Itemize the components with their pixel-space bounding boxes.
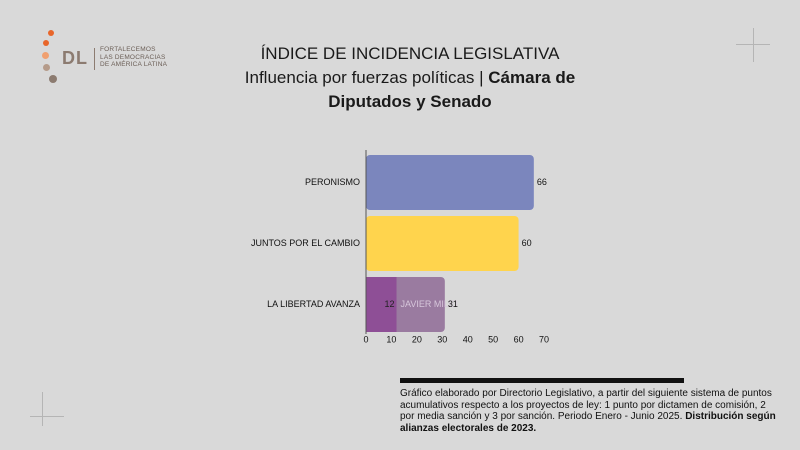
x-tick-label: 60 xyxy=(514,334,524,344)
x-tick-label: 70 xyxy=(539,334,549,344)
title-normal: Influencia por fuerzas políticas | xyxy=(244,68,489,87)
title-line-3: Diputados y Senado xyxy=(328,92,492,111)
x-tick-label: 10 xyxy=(386,334,396,344)
footnote-rule xyxy=(400,378,684,383)
x-tick-label: 50 xyxy=(488,334,498,344)
logo-line: FORTALECEMOS xyxy=(100,46,156,53)
logo-dot xyxy=(48,30,54,36)
title-line-2: Influencia por fuerzas políticas | Cámar… xyxy=(200,66,620,90)
x-tick-label: 0 xyxy=(363,334,368,344)
logo: DL FORTALECEMOS LAS DEMOCRACIAS DE AMÉRI… xyxy=(40,30,180,90)
sub-bar xyxy=(366,277,397,332)
category-label: LA LIBERTAD AVANZA xyxy=(267,299,360,309)
logo-dot xyxy=(43,64,50,71)
category-label: JUNTOS POR EL CAMBIO xyxy=(251,238,360,248)
bar xyxy=(366,216,519,271)
logo-dot xyxy=(49,75,57,83)
logo-divider xyxy=(94,48,95,70)
chart-title: ÍNDICE DE INCIDENCIA LEGISLATIVA Influen… xyxy=(200,42,620,114)
category-label: PERONISMO xyxy=(305,177,360,187)
title-line-1: ÍNDICE DE INCIDENCIA LEGISLATIVA xyxy=(260,44,560,63)
sub-value-label: 12 xyxy=(384,299,394,309)
value-label: 31 xyxy=(448,299,458,309)
logo-initials: DL xyxy=(62,48,88,68)
x-tick-label: 30 xyxy=(437,334,447,344)
x-tick-label: 40 xyxy=(463,334,473,344)
sub-segment-label: JAVIER MILEI xyxy=(401,299,458,309)
x-tick-label: 20 xyxy=(412,334,422,344)
logo-dot xyxy=(43,40,49,46)
logo-tagline: FORTALECEMOS LAS DEMOCRACIAS DE AMÉRICA … xyxy=(100,46,180,69)
value-label: 60 xyxy=(522,238,532,248)
logo-line: DE AMÉRICA LATINA xyxy=(100,61,168,68)
logo-dot xyxy=(42,52,49,59)
footnote: Gráfico elaborado por Directorio Legisla… xyxy=(400,388,780,434)
value-label: 66 xyxy=(537,177,547,187)
title-bold: Cámara de xyxy=(488,68,576,87)
logo-line: LAS DEMOCRACIAS xyxy=(100,53,166,61)
footnote-bold: Distribución según alianzas electorales … xyxy=(400,411,776,434)
bar xyxy=(366,155,534,210)
footnote-text: Gráfico elaborado por Directorio Legisla… xyxy=(400,388,772,422)
